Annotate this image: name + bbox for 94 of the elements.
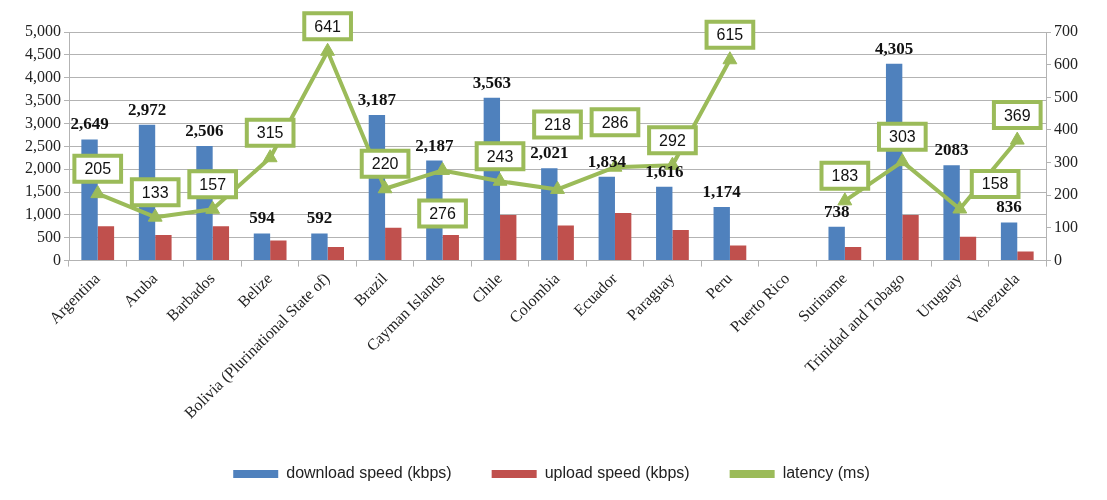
data-label: 2,187 [415,135,454,155]
data-label: 3,187 [357,89,397,109]
y-tick-label: 5,000 [25,22,61,40]
point [435,161,450,175]
y-tick-label: 2,500 [25,136,61,154]
y-tick-label: 0 [53,250,61,268]
point [147,208,163,222]
y-tick-label: 3,000 [25,113,61,131]
data-label: 276 [429,204,456,222]
y2-tick-label: 700 [1054,22,1078,40]
bar [959,236,977,261]
point [550,180,565,194]
data-label: 303 [888,128,916,146]
bar [844,246,862,261]
bar [1000,222,1018,261]
bar [614,213,632,261]
data-label: 286 [601,113,629,131]
y2-tick-label: 0 [1054,250,1062,268]
y-tick-label: 1,500 [25,182,61,200]
bar [557,225,574,261]
bar [500,214,517,261]
bar [327,246,344,261]
data-label: 4,305 [875,38,914,58]
point [952,200,968,214]
data-label: 218 [544,115,571,133]
point [90,185,106,199]
data-label: 243 [486,147,514,165]
legend-label: latency (ms) [782,464,870,482]
point [837,192,853,206]
data-label: 738 [823,201,850,221]
data-label: 315 [256,124,284,142]
data-label: 292 [659,131,686,149]
data-label: 3,563 [472,72,511,92]
y-tick-label: 500 [37,227,61,245]
y2-tick-label: 100 [1054,218,1078,236]
point [377,180,393,194]
y2-tick-label: 600 [1054,54,1078,72]
bar [656,186,673,261]
data-label: 2,649 [70,114,109,134]
data-label: 133 [141,183,169,201]
y2-tick-label: 400 [1054,120,1078,138]
point [722,51,738,65]
x-tick-label: Peru [702,269,736,303]
data-label: 641 [314,17,342,35]
data-label: 2,021 [530,143,569,163]
bar [385,227,402,261]
bar [541,168,558,261]
data-label: 220 [371,155,399,173]
data-label: 615 [716,26,744,44]
y-tick-label: 4,500 [25,45,61,63]
data-label: 205 [84,160,112,178]
data-label: 836 [996,197,1022,217]
point [492,172,508,186]
y2-tick-label: 200 [1054,185,1078,203]
y2-tick-label: 500 [1054,87,1078,105]
bar [713,206,730,261]
bar [311,233,328,261]
bar [943,165,960,261]
point [262,149,278,163]
bar [672,229,689,261]
data-label: 592 [306,208,333,228]
y-tick-label: 2,000 [25,159,61,177]
bar [902,214,919,261]
legend-label: upload speed (kbps) [544,464,690,482]
data-label: 157 [199,175,227,193]
bar [828,226,845,261]
bar [1017,251,1034,261]
data-label: 2,972 [127,99,167,119]
data-label: 158 [981,175,1009,193]
bar [270,240,287,261]
legend-label: download speed (kbps) [286,464,452,482]
data-label: 2083 [934,140,969,160]
y-tick-label: 1,000 [25,205,61,223]
data-label: 1,834 [587,151,627,171]
data-label: 2,506 [185,120,224,140]
data-label: 369 [1003,106,1031,124]
point [894,153,910,167]
data-label: 594 [249,208,276,228]
data-label: 183 [831,167,859,185]
point [1009,131,1025,145]
bar [729,245,747,261]
y2-tick-label: 300 [1054,152,1078,170]
y-tick-label: 3,500 [25,90,61,108]
bar [155,235,172,261]
y-tick-label: 4,000 [25,67,61,85]
x-tick-label: Chile [468,269,506,306]
bar [442,235,459,261]
bar [253,233,271,261]
bar [212,226,230,261]
bar [97,226,115,261]
point [205,200,221,214]
data-label: 1,174 [702,181,742,201]
point [320,42,336,56]
bar [598,176,615,261]
